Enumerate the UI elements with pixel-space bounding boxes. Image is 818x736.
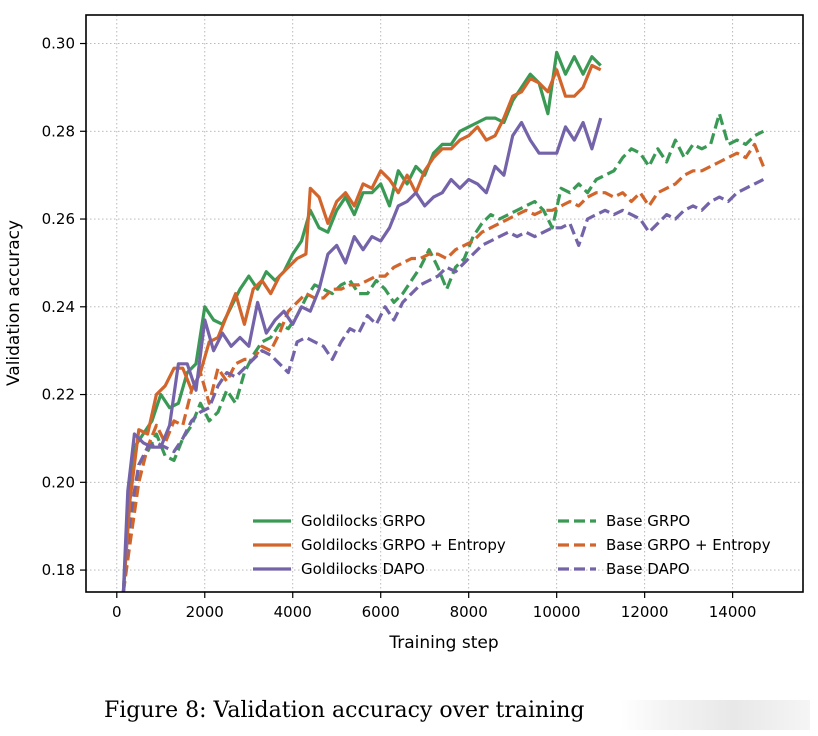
legend-label-goldilocks-grpo: Goldilocks GRPO [301,512,425,530]
series-layer [121,50,765,592]
series-line-base-grpo [121,112,765,592]
x-tick-label: 2000 [186,603,224,621]
plot-frame [85,14,804,593]
x-tick-label: 12000 [621,603,669,621]
line-chart: 0 2000 4000 6000 8000 10000 12000 14000 0.18 0.2… [4,14,804,653]
caption-redaction [620,700,810,730]
legend-label-goldilocks-grpo-entropy: Goldilocks GRPO + Entropy [301,536,506,554]
x-axis-title: Training step [388,633,498,653]
x-tick-label: 0 [112,603,122,621]
x-tick-label: 10000 [533,603,581,621]
y-tick-label: 0.24 [42,298,75,316]
y-tick-label: 0.20 [42,473,75,491]
series-line-goldilocks-dapo [121,117,603,592]
series-line-goldilocks-grpo [121,50,602,592]
x-axis: 0 2000 4000 6000 8000 10000 12000 14000 [112,592,756,621]
x-tick-label: 6000 [362,603,400,621]
y-axis: 0.18 0.20 0.22 0.24 0.26 0.28 0.30 [42,35,86,579]
legend-label-base-grpo-entropy: Base GRPO + Entropy [606,536,771,554]
x-tick-label: 8000 [450,603,488,621]
legend-label-goldilocks-dapo: Goldilocks DAPO [301,560,425,578]
y-tick-label: 0.28 [42,122,75,140]
x-tick-label: 4000 [274,603,312,621]
y-tick-label: 0.18 [42,561,75,579]
legend: Goldilocks GRPO Goldilocks GRPO + Entropy… [253,512,771,578]
series-line-base-grpo-entropy [121,142,765,592]
y-tick-label: 0.22 [42,386,75,404]
grid-lines [86,15,803,592]
series-line-goldilocks-grpo-entropy [121,63,602,592]
y-tick-label: 0.30 [42,35,75,53]
figure-caption: Figure 8: Validation accuracy over train… [104,698,585,723]
legend-label-base-dapo: Base DAPO [606,560,690,578]
x-tick-label: 14000 [709,603,757,621]
y-tick-label: 0.26 [42,210,75,228]
series-line-base-dapo [121,178,765,592]
legend-label-base-grpo: Base GRPO [606,512,690,530]
y-axis-title: Validation accuracy [4,220,24,386]
